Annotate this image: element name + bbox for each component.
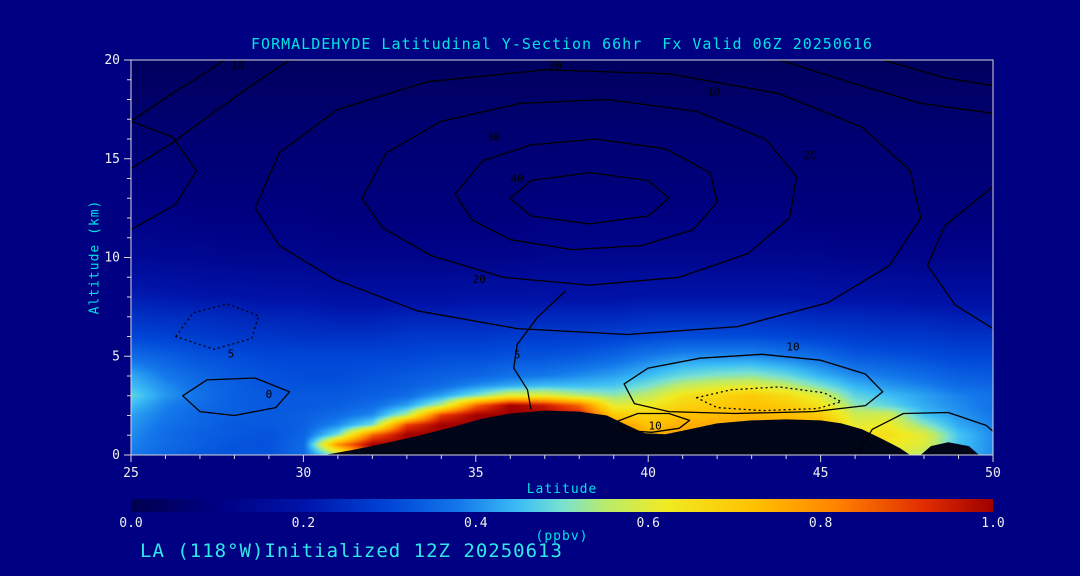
colorbar-tick-label: 0.6 (636, 516, 659, 531)
x-axis-label: Latitude (526, 482, 598, 497)
colorbar-tick-label: 0.4 (464, 516, 488, 531)
heatmap-canvas (131, 60, 993, 455)
plot-border (130, 59, 994, 456)
contour-line (130, 59, 290, 170)
contour-label: 5 (514, 348, 521, 361)
chart-title: FORMALDEHYDE Latitudinal Y-Section 66hr … (251, 35, 873, 53)
contour-line (882, 59, 994, 87)
contour-line (454, 138, 718, 251)
contour-line (857, 411, 994, 452)
contour-line (779, 59, 994, 114)
colorbar-tick-label: 0.8 (809, 516, 832, 531)
y-tick-label: 20 (104, 53, 120, 68)
contour-line (509, 171, 670, 225)
colorbar-tick-label: 0.0 (119, 516, 142, 531)
y-tick-label: 10 (104, 251, 120, 266)
contour-label: 40 (511, 173, 524, 186)
x-tick-label: 40 (640, 466, 656, 481)
contour-line (695, 386, 842, 412)
contour-line (513, 290, 566, 410)
terrain-silhouette (324, 410, 911, 455)
contour-label: 30 (548, 59, 561, 72)
x-tick-label: 35 (468, 466, 484, 481)
contour-line (254, 69, 922, 336)
y-tick-label: 0 (112, 448, 120, 463)
contour-label: 10 (707, 86, 720, 99)
contour-label: 30 (486, 131, 499, 144)
contour-line (926, 185, 994, 330)
contour-line (623, 353, 884, 415)
x-tick-label: 45 (813, 466, 829, 481)
y-tick-label: 5 (112, 349, 120, 364)
contour-line (130, 120, 198, 231)
x-tick-label: 25 (123, 466, 139, 481)
contour-line (361, 98, 798, 286)
x-tick-label: 30 (296, 466, 312, 481)
colorbar-gradient (131, 499, 993, 512)
contour-line (182, 377, 291, 417)
contour-label: 20 (804, 149, 817, 162)
contour-line (130, 59, 225, 122)
terrain-silhouette (920, 442, 980, 455)
init-info-text: LA (118°W)Initialized 12Z 20250613 (140, 540, 563, 562)
contour-label: 10 (648, 419, 661, 432)
colorbar-units-label: (ppbv) (535, 529, 589, 544)
contour-label: 10 (231, 59, 244, 72)
y-axis-label: Altitude (km) (87, 199, 103, 315)
y-tick-label: 15 (104, 152, 120, 167)
x-tick-label: 50 (985, 466, 1001, 481)
colorbar-tick-label: 1.0 (981, 516, 1004, 531)
contour-label: 0 (266, 388, 273, 401)
contour-label: 5 (228, 347, 235, 360)
contour-line (175, 303, 260, 350)
contour-label: 10 (786, 340, 799, 353)
contour-label: 20 (473, 273, 486, 286)
contour-line (616, 412, 691, 433)
colorbar-tick-label: 0.2 (292, 516, 315, 531)
